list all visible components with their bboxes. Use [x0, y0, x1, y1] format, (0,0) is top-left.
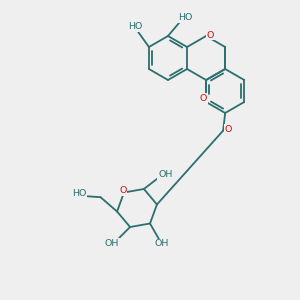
Text: O: O — [224, 125, 232, 134]
Text: HO: HO — [178, 13, 192, 22]
Text: HO: HO — [72, 189, 86, 198]
Text: HO: HO — [128, 22, 142, 31]
Text: OH: OH — [105, 238, 119, 247]
Text: OH: OH — [158, 170, 172, 179]
Text: O: O — [119, 186, 127, 195]
Text: O: O — [206, 31, 214, 40]
Text: O: O — [200, 94, 207, 103]
Text: OH: OH — [154, 239, 169, 248]
